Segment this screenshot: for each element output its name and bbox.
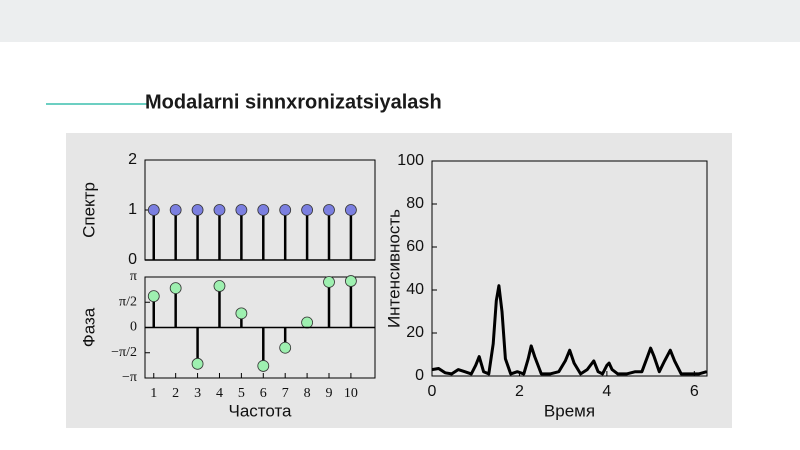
- y-tick-label: 80: [406, 195, 424, 212]
- intensity-line: [431, 284, 708, 376]
- y-tick-label: 0: [128, 251, 137, 268]
- y-tick-label: π/2: [119, 294, 137, 309]
- x-tick-label: 1: [150, 386, 157, 401]
- stem-marker: [323, 276, 335, 288]
- stem-marker: [191, 357, 204, 370]
- y-tick-label: 1: [128, 201, 137, 218]
- y-axis-label: Фаза: [79, 307, 98, 347]
- x-tick-label: 9: [326, 386, 333, 401]
- top-band: [0, 0, 800, 42]
- y-axis-label: Спектр: [79, 182, 98, 238]
- figure-panel: [66, 133, 732, 428]
- stem-marker: [323, 204, 335, 216]
- y-tick-label: 20: [406, 324, 424, 341]
- y-tick-label: 0: [415, 367, 424, 384]
- stem-marker: [213, 280, 226, 292]
- stem-marker: [345, 275, 357, 287]
- y-tick-label: π: [130, 269, 137, 284]
- slide-title: Modalarni sinnxronizatsiyalash: [145, 91, 442, 113]
- y-tick-label: −π: [122, 370, 137, 385]
- stem-marker: [235, 204, 248, 216]
- x-tick-label: 2: [515, 383, 524, 400]
- stem-marker: [191, 204, 204, 216]
- y-tick-label: 2: [128, 151, 137, 168]
- x-axis-label: Частота: [228, 401, 292, 420]
- x-tick-label: 7: [282, 386, 289, 401]
- stem-marker: [301, 316, 313, 329]
- x-tick-label: 4: [602, 383, 611, 400]
- x-tick-label: 6: [690, 383, 699, 400]
- stem-marker: [279, 204, 292, 216]
- stem-marker: [147, 290, 160, 303]
- x-tick-label: 10: [344, 386, 358, 401]
- x-tick-label: 6: [260, 386, 267, 401]
- y-tick-label: 100: [397, 152, 424, 169]
- stem-marker: [279, 341, 292, 354]
- x-tick-label: 8: [304, 386, 311, 401]
- plot-area: [431, 160, 708, 377]
- y-tick-label: 40: [406, 281, 424, 298]
- x-tick-label: 0: [428, 383, 437, 400]
- y-tick-label: 60: [406, 238, 424, 255]
- stem-marker: [235, 307, 248, 320]
- y-axis-label: Интенсивность: [384, 209, 403, 328]
- stem-marker: [169, 204, 182, 216]
- y-tick-label: 0: [130, 320, 137, 335]
- stem-marker: [345, 204, 357, 216]
- stem-marker: [147, 204, 160, 216]
- y-tick-label: −π/2: [111, 345, 137, 360]
- stem-marker: [301, 204, 313, 216]
- x-tick-label: 5: [238, 386, 245, 401]
- x-tick-label: 2: [172, 386, 179, 401]
- stem-marker: [213, 204, 226, 216]
- stem-marker: [257, 204, 270, 216]
- x-axis-label: Время: [544, 401, 595, 420]
- stem-marker: [257, 360, 270, 372]
- stem-marker: [169, 282, 182, 295]
- x-tick-label: 3: [194, 386, 201, 401]
- x-tick-label: 4: [216, 386, 223, 401]
